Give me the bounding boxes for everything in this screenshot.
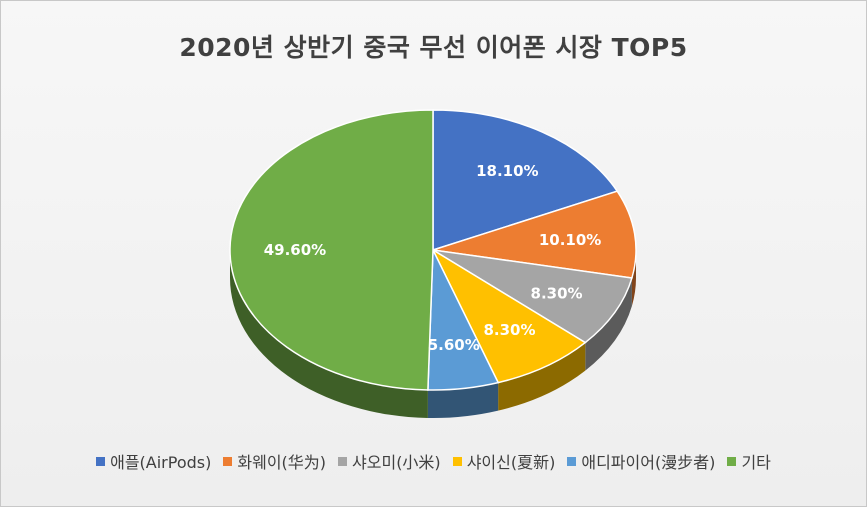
data-label-5: 49.60%	[264, 241, 326, 259]
legend: 애플(AirPods) 화웨이(华为) 샤오미(小米) 샤이신(夏新) 애디파이어(漫步…	[0, 449, 867, 473]
chart-title: 2020년 상반기 중국 무선 이어폰 시장 TOP5	[179, 33, 688, 62]
pie-side-2	[585, 277, 632, 371]
data-label-1: 10.10%	[539, 231, 601, 249]
pie-slice-0	[432, 109, 619, 252]
legend-swatch	[452, 456, 462, 466]
pie-slice-5	[229, 109, 434, 391]
data-label-2: 8.30%	[531, 284, 583, 302]
data-label-3: 8.30%	[483, 321, 535, 339]
legend-item-5: 기타	[727, 449, 771, 473]
legend-item-2: 샤오미(小米)	[338, 449, 441, 473]
pie-slice-1	[432, 190, 637, 279]
legend-label: 샤이신(夏新)	[466, 453, 556, 472]
legend-label: 기타	[741, 453, 771, 472]
legend-item-3: 샤이신(夏新)	[452, 449, 556, 473]
legend-label: 화웨이(华为)	[237, 453, 327, 472]
data-label-4: 5.60%	[428, 336, 480, 354]
legend-label: 애플(AirPods)	[110, 453, 212, 472]
legend-swatch	[96, 456, 106, 466]
legend-swatch	[338, 456, 348, 466]
pie-side-4	[427, 382, 499, 418]
legend-swatch	[567, 456, 577, 466]
legend-item-1: 화웨이(华为)	[223, 449, 326, 473]
pie-side-1	[631, 250, 636, 306]
pie-slice-2	[432, 249, 633, 344]
legend-item-4: 애디파이어(漫步者)	[567, 449, 715, 473]
legend-label: 샤오미(小米)	[352, 453, 441, 472]
legend-item-0: 애플(AirPods)	[96, 449, 211, 473]
pie-side-3	[498, 342, 586, 411]
legend-label: 애디파이어(漫步者)	[581, 453, 716, 472]
data-label-0: 18.10%	[476, 162, 538, 180]
legend-swatch	[223, 456, 233, 466]
legend-swatch	[727, 456, 737, 466]
pie-slice-3	[431, 248, 587, 384]
